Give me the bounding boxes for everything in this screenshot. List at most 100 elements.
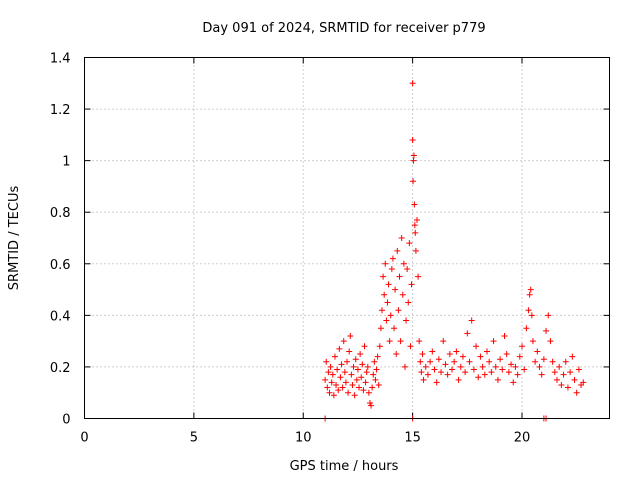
x-tick-label: 15 — [404, 431, 421, 446]
data-point — [543, 327, 550, 334]
data-point — [373, 366, 380, 373]
data-point — [336, 345, 343, 352]
data-point — [560, 371, 567, 378]
data-point — [435, 356, 442, 363]
data-point — [356, 384, 363, 391]
data-point — [523, 325, 530, 332]
data-point — [411, 201, 418, 208]
data-point — [526, 291, 533, 298]
data-point — [494, 376, 501, 383]
y-tick-label: 1 — [62, 155, 70, 170]
data-point — [405, 299, 412, 306]
data-point — [393, 351, 400, 358]
data-point — [350, 363, 357, 370]
data-point — [410, 178, 417, 185]
data-point — [371, 358, 378, 365]
data-point — [521, 366, 528, 373]
data-point — [366, 400, 373, 407]
data-point — [396, 273, 403, 280]
data-point — [391, 325, 398, 332]
data-point — [484, 348, 490, 355]
data-point — [360, 387, 367, 394]
data-point — [499, 366, 506, 373]
data-point — [419, 351, 426, 358]
data-point — [475, 374, 482, 381]
data-point — [527, 286, 534, 293]
data-point — [368, 402, 375, 409]
data-point — [397, 338, 404, 345]
data-point — [354, 366, 361, 373]
data-point — [385, 281, 392, 288]
data-point — [459, 353, 466, 360]
data-point — [376, 343, 383, 350]
y-tick-label: 0.4 — [50, 309, 71, 324]
data-point — [328, 379, 335, 386]
data-point — [440, 338, 447, 345]
data-point — [564, 384, 571, 391]
y-tick-label: 1.4 — [50, 52, 71, 67]
data-point — [486, 358, 493, 365]
grid — [84, 57, 610, 419]
data-point — [512, 363, 519, 370]
data-point — [342, 379, 349, 386]
data-point — [322, 376, 329, 383]
data-point — [330, 392, 337, 399]
data-point — [326, 389, 333, 396]
data-point — [415, 273, 422, 280]
data-point — [410, 152, 417, 159]
data-points — [322, 80, 587, 422]
data-point — [433, 379, 440, 386]
data-point — [488, 369, 495, 376]
data-point — [409, 80, 416, 87]
data-point — [365, 389, 372, 396]
data-point — [451, 358, 458, 365]
data-point — [345, 389, 352, 396]
data-point — [403, 317, 410, 324]
data-point — [455, 376, 462, 383]
data-point — [340, 338, 347, 345]
plot-frame — [84, 57, 610, 419]
x-tick-label: 5 — [190, 431, 198, 446]
data-point — [358, 374, 365, 381]
data-point — [394, 247, 401, 254]
data-point — [386, 338, 393, 345]
data-point — [410, 157, 417, 164]
x-tick-label: 20 — [514, 431, 531, 446]
data-point — [420, 376, 427, 383]
data-point — [406, 240, 413, 247]
data-point — [349, 381, 356, 388]
chart-title: Day 091 of 2024, SRMTID for receiver p77… — [202, 21, 485, 36]
data-point — [562, 358, 569, 365]
data-point — [364, 363, 371, 370]
data-point — [538, 371, 545, 378]
data-point — [416, 338, 423, 345]
data-point — [362, 379, 369, 386]
y-tick-label: 0.8 — [50, 206, 71, 221]
data-point — [505, 369, 512, 376]
data-point — [411, 222, 418, 229]
data-point — [409, 137, 416, 144]
data-point — [377, 325, 384, 332]
data-point — [399, 291, 406, 298]
data-point — [516, 353, 523, 360]
tick-labels: 0 0.2 0.4 0.6 0.8 1 1.2 1.4 0 5 10 15 20 — [50, 52, 530, 446]
data-point — [427, 358, 434, 365]
data-point — [442, 361, 449, 368]
x-axis-label: GPS time / hours — [290, 459, 399, 474]
data-point — [573, 389, 580, 396]
data-point — [344, 358, 350, 365]
data-point — [325, 369, 332, 376]
data-point — [361, 343, 368, 350]
data-point — [417, 358, 424, 365]
data-point — [331, 353, 338, 360]
data-point — [545, 312, 552, 319]
data-point — [473, 343, 480, 350]
data-point — [569, 353, 576, 360]
data-point — [363, 369, 370, 376]
data-point — [508, 361, 515, 368]
data-point — [337, 374, 344, 381]
data-point — [398, 235, 405, 241]
data-point — [384, 299, 391, 306]
data-point — [372, 376, 379, 383]
